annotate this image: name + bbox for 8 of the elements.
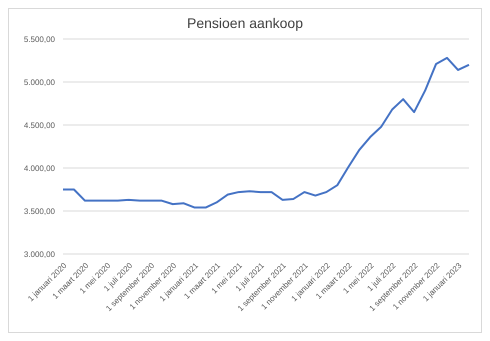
y-tick-label: 3.500,00 [24, 206, 56, 216]
y-tick-label: 5.000,00 [24, 78, 56, 87]
line-series [62, 56, 470, 209]
y-tick-label: 4.000,00 [24, 164, 56, 173]
y-tick-label: 5.500,00 [24, 34, 56, 44]
y-tick-label: 4.500,00 [24, 120, 56, 130]
y-tick-label: 3.000,00 [24, 250, 56, 259]
chart-title: Pensioen aankoop [186, 15, 304, 31]
